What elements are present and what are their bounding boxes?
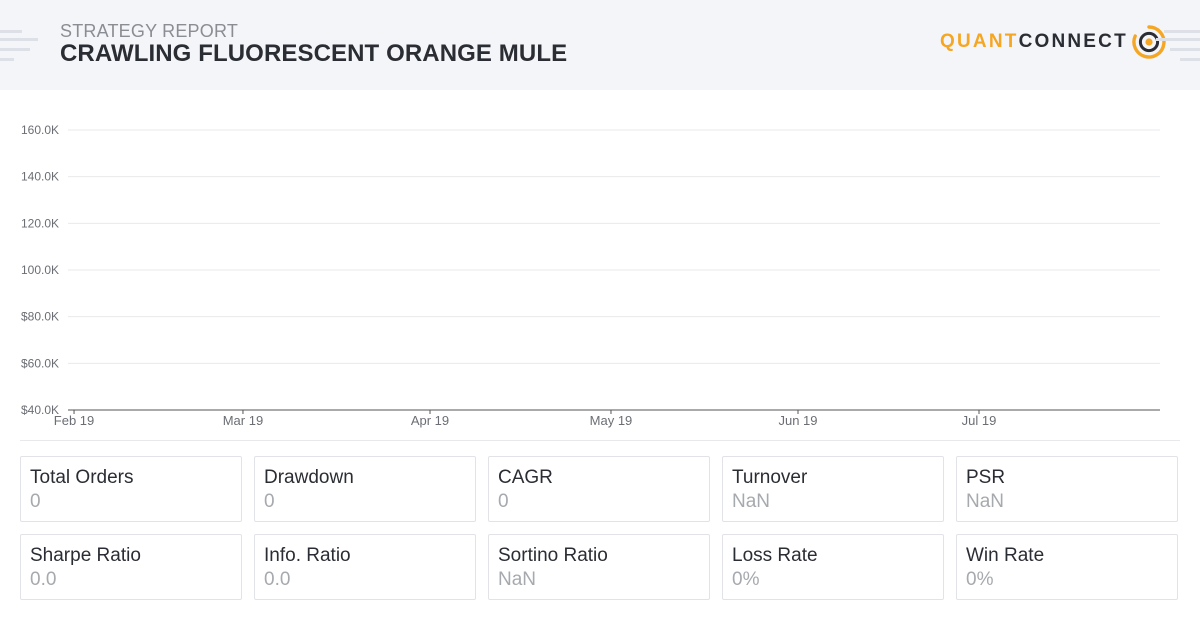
logo-text-connect: CONNECT [1018,31,1128,52]
stat-label: Info. Ratio [264,545,351,566]
y-tick-label: 140.0K [21,170,59,184]
stat-value: 0 [264,491,275,512]
stat-card: Drawdown 0 [254,456,476,522]
stat-label: Loss Rate [732,545,818,566]
stat-value: 0.0 [264,569,291,590]
x-tick-label: Mar 19 [223,413,263,428]
stat-value: NaN [498,569,537,590]
stat-card: Sharpe Ratio 0.0 [20,534,242,600]
header-decoration-left [0,22,40,66]
strategy-name: CRAWLING FLUORESCENT ORANGE MULE [60,40,568,67]
stat-card: Info. Ratio 0.0 [254,534,476,600]
stat-label: CAGR [498,467,553,488]
stat-card: PSR NaN [956,456,1178,522]
equity-chart: $40.0K $60.0K $80.0K 100.0K 120.0K 140.0K 160.… [0,90,1200,440]
stat-value: 0 [498,491,509,512]
stat-value: 0.0 [30,569,57,590]
stat-card: Loss Rate 0% [722,534,944,600]
stat-value: 0 [30,491,41,512]
stat-label: Turnover [732,467,808,488]
quantconnect-logo-icon [1132,25,1166,59]
y-tick-label: 160.0K [21,123,59,137]
stat-label: Sortino Ratio [498,545,608,566]
equity-chart-svg: $40.0K $60.0K $80.0K 100.0K 120.0K 140.0K 160.… [21,123,1160,428]
stat-label: Total Orders [30,467,134,488]
stat-card: Turnover NaN [722,456,944,522]
logo-text-quant: QUANT [940,31,1019,52]
stat-value: 0% [966,569,994,590]
report-header: STRATEGY REPORT CRAWLING FLUORESCENT ORA… [0,0,1200,90]
stat-label: Sharpe Ratio [30,545,141,566]
x-tick-label: May 19 [590,413,633,428]
x-tick-label: Jul 19 [962,413,997,428]
section-divider [20,440,1180,441]
stat-card: Sortino Ratio NaN [488,534,710,600]
y-tick-label: $40.0K [21,403,59,417]
x-tick-label: Jun 19 [778,413,817,428]
stat-card: CAGR 0 [488,456,710,522]
stat-label: Drawdown [264,467,354,488]
x-tick-label: Feb 19 [54,413,94,428]
stat-card: Total Orders 0 [20,456,242,522]
stat-card: Win Rate 0% [956,534,1178,600]
stat-value: 0% [732,569,760,590]
stat-value: NaN [966,491,1005,512]
quantconnect-logo: QUANT CONNECT [940,24,1166,60]
stat-value: NaN [732,491,771,512]
report-subtitle: STRATEGY REPORT [60,21,239,41]
header-decoration-right [1156,22,1200,66]
stat-label: PSR [966,467,1006,488]
y-tick-label: 120.0K [21,216,59,230]
x-tick-label: Apr 19 [411,413,449,428]
stat-label: Win Rate [966,545,1045,566]
y-tick-label: $80.0K [21,310,59,324]
y-tick-label: 100.0K [21,263,59,277]
y-tick-label: $60.0K [21,356,59,370]
